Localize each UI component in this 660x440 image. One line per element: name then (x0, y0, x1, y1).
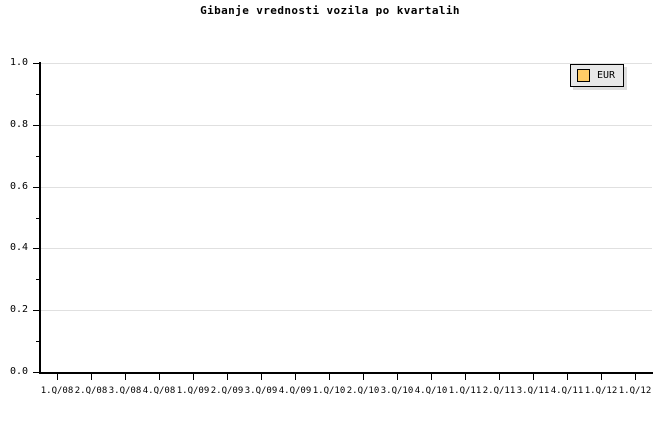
x-axis-label: 1.Q/10 (312, 386, 346, 396)
y-axis-tick-major (33, 372, 40, 373)
x-axis-tick (635, 373, 636, 380)
x-axis-tick (465, 373, 466, 380)
x-axis-tick (533, 373, 534, 380)
y-axis-tick-minor (36, 155, 40, 157)
x-axis-tick (363, 373, 364, 380)
x-axis-label: 2.Q/09 (210, 386, 244, 396)
y-axis-label: 0.2 (9, 304, 28, 316)
chart-title: Gibanje vrednosti vozila po kvartalih (200, 4, 460, 17)
y-axis-tick-major (33, 310, 40, 312)
gridline-y (40, 310, 652, 312)
x-axis-label: 2.Q/08 (74, 386, 108, 396)
x-axis-tick (601, 373, 602, 380)
x-axis-tick (397, 373, 398, 380)
y-axis-tick-major (33, 186, 40, 188)
x-axis-label: 3.Q/11 (516, 386, 550, 396)
x-axis-label: 2.Q/11 (482, 386, 516, 396)
x-axis-tick (261, 373, 262, 380)
x-axis-tick (193, 373, 194, 380)
chart-legend[interactable]: EUR (570, 64, 625, 87)
y-axis-label: 0.6 (9, 180, 28, 192)
x-axis-tick (567, 373, 568, 380)
x-axis-tick (499, 373, 500, 380)
x-axis-label: 1.Q/12 (584, 386, 618, 396)
x-axis-tick (125, 373, 126, 380)
gridline-y (40, 186, 652, 188)
x-axis-label: 3.Q/08 (108, 386, 142, 396)
y-axis-label: 0.4 (9, 242, 28, 254)
y-axis-tick-major (33, 63, 40, 64)
gridline-y (40, 248, 652, 250)
x-axis-tick (159, 373, 160, 380)
plot-area (40, 63, 652, 373)
y-axis-spine (39, 62, 41, 374)
x-axis-label: 1.Q/08 (40, 386, 74, 396)
x-axis-tick (57, 373, 58, 380)
x-axis-label: 4.Q/09 (278, 386, 312, 396)
x-axis-label: 1.Q/09 (176, 386, 210, 396)
x-axis-label: 1.Q/11 (448, 386, 482, 396)
legend-label-eur: EUR (597, 70, 616, 81)
x-axis-tick (227, 373, 228, 380)
y-axis-tick-minor (36, 217, 40, 219)
y-axis-tick-minor (36, 279, 40, 281)
legend-swatch-eur (577, 69, 590, 82)
x-axis-label: 3.Q/09 (244, 386, 278, 396)
gridline-y (40, 63, 652, 64)
y-axis-tick-major (33, 248, 40, 250)
y-axis-label: 0.0 (9, 366, 28, 377)
x-axis-label: 4.Q/10 (414, 386, 448, 396)
y-axis-tick-minor (36, 341, 40, 343)
x-axis-label: 1.Q/12 (618, 386, 652, 396)
x-axis-tick (91, 373, 92, 380)
x-axis-label: 4.Q/08 (142, 386, 176, 396)
y-axis-label: 1.0 (9, 57, 28, 68)
x-axis-label: 2.Q/10 (346, 386, 380, 396)
y-axis-tick-minor (36, 93, 40, 95)
gridline-y (40, 124, 652, 126)
y-axis-label: 0.8 (9, 118, 28, 130)
x-axis-tick (295, 373, 296, 380)
x-axis-tick (329, 373, 330, 380)
x-axis-spine (39, 372, 653, 374)
x-axis-tick (431, 373, 432, 380)
y-axis-tick-major (33, 124, 40, 126)
x-axis-label: 3.Q/10 (380, 386, 414, 396)
x-axis-label: 4.Q/11 (550, 386, 584, 396)
